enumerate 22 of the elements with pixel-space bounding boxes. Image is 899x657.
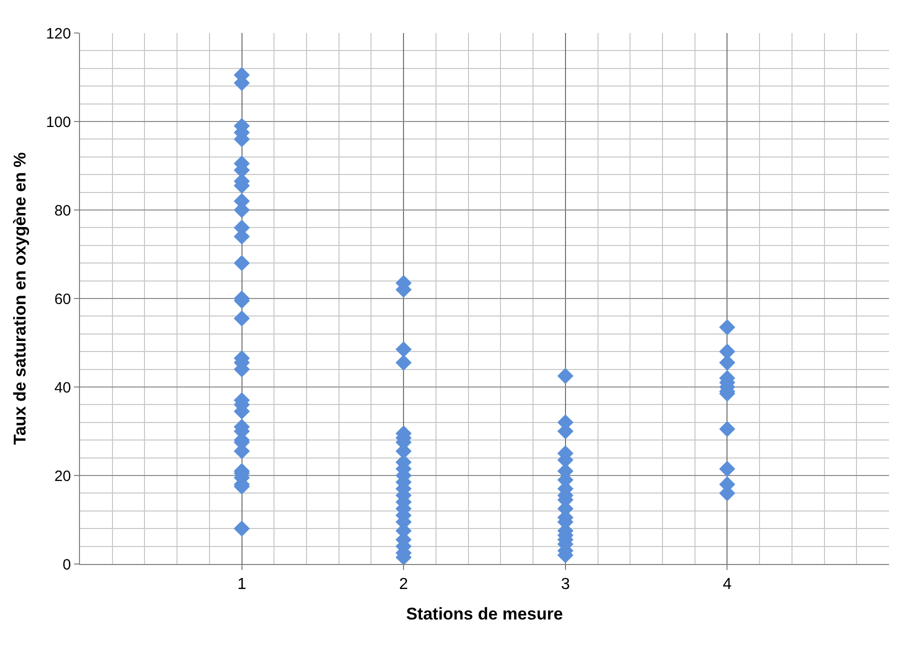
x-tick-label: 2 — [399, 576, 408, 594]
point — [234, 520, 250, 537]
point — [234, 310, 250, 326]
point — [557, 368, 574, 384]
y-tick-label: 60 — [54, 290, 71, 308]
y-tick-label: 40 — [54, 379, 71, 396]
point — [719, 460, 736, 477]
y-tick-label: 80 — [54, 202, 71, 220]
y-tick-label: 0 — [62, 556, 71, 574]
x-tick-label: 3 — [560, 576, 570, 594]
y-tick-label: 20 — [54, 468, 71, 485]
y-axis-title: Taux de saturation en oxygène en % — [10, 152, 30, 445]
y-tick-label: 100 — [46, 114, 71, 131]
x-tick-label: 4 — [722, 576, 732, 594]
point — [719, 319, 736, 336]
y-tick-label: 120 — [46, 25, 71, 42]
point — [234, 255, 250, 272]
point — [396, 354, 412, 371]
x-axis-title: Stations de mesure — [406, 604, 563, 624]
x-tick-label: 1 — [237, 576, 246, 594]
point — [719, 420, 736, 438]
point — [396, 341, 412, 358]
